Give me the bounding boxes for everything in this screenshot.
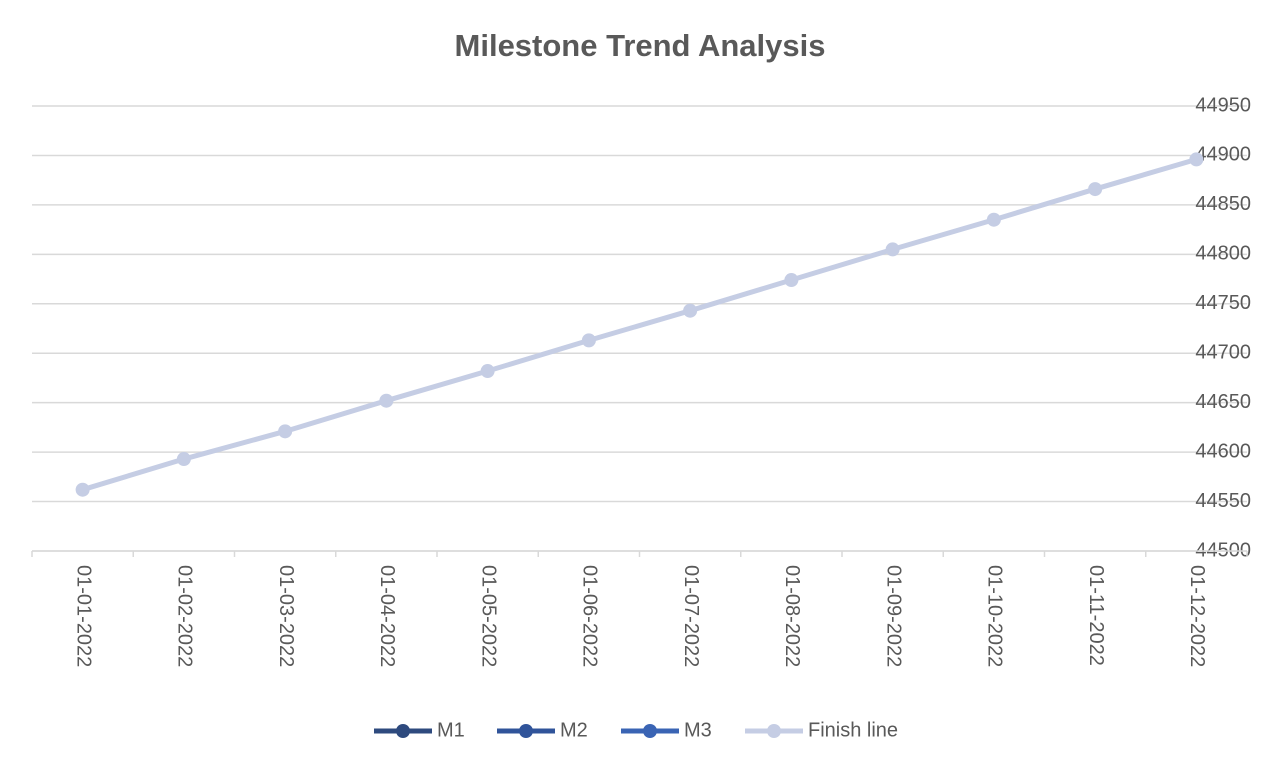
point <box>683 303 698 318</box>
point <box>784 273 799 288</box>
y-tick-label: 44650 <box>1195 391 1251 413</box>
y-tick-label: 44700 <box>1195 342 1251 364</box>
legend-marker <box>643 724 657 738</box>
x-tick-label: 01-11-2022 <box>1085 565 1107 666</box>
legend-label: M1 <box>437 719 465 741</box>
point <box>480 364 495 379</box>
x-tick-label: 01-12-2022 <box>1186 565 1208 667</box>
y-tick-label: 44800 <box>1195 243 1251 265</box>
x-tick-label: 01-04-2022 <box>376 565 398 667</box>
point <box>75 482 90 497</box>
legend-label: M2 <box>560 719 588 741</box>
y-tick-label: 44850 <box>1195 193 1251 215</box>
y-tick-label: 44750 <box>1195 292 1251 314</box>
point <box>1088 182 1103 197</box>
legend-label: M3 <box>684 719 712 741</box>
x-tick-label: 01-10-2022 <box>984 565 1006 667</box>
point <box>379 393 394 408</box>
point <box>1189 152 1204 167</box>
legend-marker <box>767 724 781 738</box>
legend-marker <box>519 724 533 738</box>
point <box>885 242 900 257</box>
point <box>278 424 293 439</box>
series-line <box>81 157 1198 493</box>
x-tick-label: 01-02-2022 <box>174 565 196 667</box>
point <box>581 333 596 348</box>
legend-label: Finish line <box>808 719 898 741</box>
x-tick-label: 01-06-2022 <box>579 565 601 667</box>
y-tick-label: 44550 <box>1195 490 1251 512</box>
y-tick-label: 44900 <box>1195 144 1251 166</box>
point <box>986 212 1001 227</box>
y-tick-label: 44600 <box>1195 440 1251 462</box>
x-tick-label: 01-05-2022 <box>477 565 499 667</box>
legend-marker <box>396 724 410 738</box>
x-tick-label: 01-07-2022 <box>680 565 702 667</box>
point <box>176 452 191 467</box>
y-tick-label: 44950 <box>1195 94 1251 116</box>
x-tick-label: 01-09-2022 <box>882 565 904 667</box>
chart-title: Milestone Trend Analysis <box>455 28 826 63</box>
x-tick-label: 01-01-2022 <box>72 565 94 667</box>
x-tick-label: 01-08-2022 <box>781 565 803 667</box>
x-tick-label: 01-03-2022 <box>275 565 297 667</box>
